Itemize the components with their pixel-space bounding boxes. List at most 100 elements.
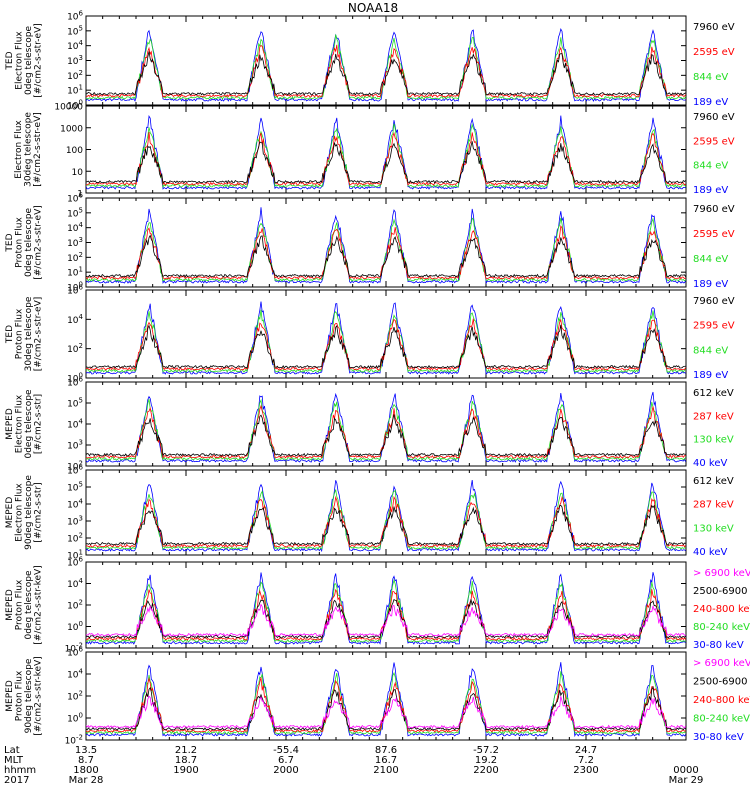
- series-traces: [86, 662, 686, 738]
- series-green: [86, 309, 686, 373]
- y-tick-label: 103: [67, 515, 83, 528]
- y-tick-label: 10000: [54, 103, 83, 113]
- y-axis-label-line: Electron Flux: [14, 120, 24, 179]
- x-tick-label-lat: 87.6: [375, 745, 397, 756]
- y-axis-label-line: MEPED: [5, 497, 15, 529]
- y-axis-label-line: Proton Flux: [15, 308, 25, 359]
- x-tick-label-lat: -57.2: [473, 745, 499, 756]
- y-tick-label: 101: [67, 84, 83, 97]
- x-tick-label-hhmm: 1900: [173, 765, 198, 776]
- series-black: [86, 598, 686, 639]
- legend-entry: 612 keV: [693, 476, 734, 487]
- y-tick-label: 103: [67, 236, 83, 249]
- y-tick-label: 103: [67, 54, 83, 67]
- y-tick-label: 104: [67, 221, 83, 234]
- x-tick-label-lat: 24.7: [575, 745, 597, 756]
- x-tick-label-hhmm: 2100: [373, 765, 398, 776]
- legend-entry: 7960 eV: [693, 22, 735, 33]
- y-axis-label-line: 90deg telescope: [24, 658, 34, 733]
- series-blue: [86, 207, 686, 285]
- series-magenta: [86, 695, 686, 729]
- x-tick-label-hhmm: 0000: [673, 765, 698, 776]
- panel-frame: [85, 15, 687, 106]
- y-tick-label: 103: [67, 439, 83, 452]
- series-black: [86, 141, 686, 184]
- y-tick-label: 102: [67, 69, 83, 82]
- series-black: [86, 324, 686, 369]
- x-tick-label-mlt: 16.7: [375, 755, 397, 766]
- y-axis-label: TED Proton Flux 30deg telescope [#/cm2-s-st…: [5, 296, 44, 371]
- legend-entry: 189 eV: [693, 185, 728, 196]
- y-tick-label: 100: [67, 620, 83, 633]
- legend-entry: 30-80 keV: [693, 732, 744, 743]
- legend-entry: 7960 eV: [693, 112, 735, 123]
- x-tick-label-mlt: 8.7: [78, 755, 94, 766]
- legend-entry: 7960 eV: [693, 296, 735, 307]
- y-axis-label-line: MEPED: [5, 680, 15, 712]
- x-row-label: Lat: [4, 745, 20, 756]
- legend-entry: > 6900 keV: [693, 658, 750, 669]
- legend-entry: 844 eV: [693, 254, 728, 265]
- y-tick-label: 104: [67, 418, 83, 431]
- x-tick-label-lat: 13.5: [75, 745, 97, 756]
- legend-entry: 287 keV: [693, 411, 734, 422]
- y-tick-label: 10: [72, 168, 84, 178]
- series-traces: [86, 28, 686, 102]
- series-traces: [86, 572, 686, 645]
- x-tick-label-mlt: 19.2: [475, 755, 497, 766]
- x-tick-label-mlt: 6.7: [278, 755, 294, 766]
- y-axis-label-line: MEPED: [5, 589, 15, 621]
- y-tick-label: 102: [67, 251, 83, 264]
- series-blue: [86, 662, 686, 738]
- y-tick-label: 1: [77, 190, 83, 200]
- series-green: [86, 578, 686, 643]
- y-axis-label-line: [#/cm2-s-str-keV]: [34, 565, 44, 644]
- y-axis-label-line: 90deg telescope: [24, 475, 34, 550]
- legend-entry: 7960 eV: [693, 204, 735, 215]
- y-axis-label-line: TED: [5, 325, 15, 344]
- x-row-label: MLT: [4, 755, 24, 766]
- panel-frame: [85, 469, 687, 556]
- x-tick-label-date: Mar 28: [69, 775, 104, 786]
- legend-entry: 40 keV: [693, 458, 727, 469]
- legend-entry: > 6900 keV: [693, 568, 750, 579]
- y-axis-label: MEPED Electron Flux 90deg telescope [#/cm2-…: [5, 475, 44, 550]
- legend-entry: 130 keV: [693, 523, 734, 534]
- chart-title: NOAA18: [348, 1, 398, 15]
- y-tick-label: 102: [67, 532, 83, 545]
- series-black: [86, 51, 686, 96]
- y-tick-label: 102: [67, 342, 83, 355]
- y-axis-label-line: MEPED: [5, 408, 15, 440]
- y-tick-label: 102: [67, 690, 83, 703]
- legend-entry: 2595 eV: [693, 47, 735, 58]
- y-tick-label: 100: [67, 712, 83, 725]
- panel-frame: [85, 381, 687, 467]
- y-axis-label-line: [#/cm2-s-str-eV]: [34, 205, 44, 280]
- x-tick-label-mlt: 7.2: [578, 755, 594, 766]
- series-magenta: [86, 603, 686, 637]
- y-tick-label: 101: [67, 266, 83, 279]
- y-tick-label: 102: [67, 599, 83, 612]
- y-axis-label-line: TED: [5, 233, 15, 252]
- y-axis-label-line: [#/cm2-s-str]: [34, 394, 44, 454]
- legend-entry: 844 eV: [693, 161, 728, 172]
- series-green: [86, 217, 686, 282]
- y-axis-label-line: 0deg telescope: [24, 570, 34, 640]
- x-tick-label-lat: -55.4: [273, 745, 299, 756]
- y-axis-label: TED Electron Flux 0deg telescope [#/cm2-s-s…: [5, 23, 44, 98]
- series-black: [86, 234, 686, 279]
- y-axis-label-line: [#/cm2-s-str-eV]: [33, 112, 43, 187]
- legend-entry: 80-240 keV: [693, 714, 750, 725]
- y-tick-label: 105: [67, 397, 83, 410]
- y-axis-label: TED Proton Flux 0deg telescope [#/cm2-s-str…: [5, 205, 44, 280]
- legend-entry: 240-800 keV: [693, 695, 750, 706]
- legend-entry: 80-240 keV: [693, 622, 750, 633]
- y-axis-label-line: Electron Flux: [15, 483, 25, 542]
- y-tick-label: 104: [67, 668, 83, 681]
